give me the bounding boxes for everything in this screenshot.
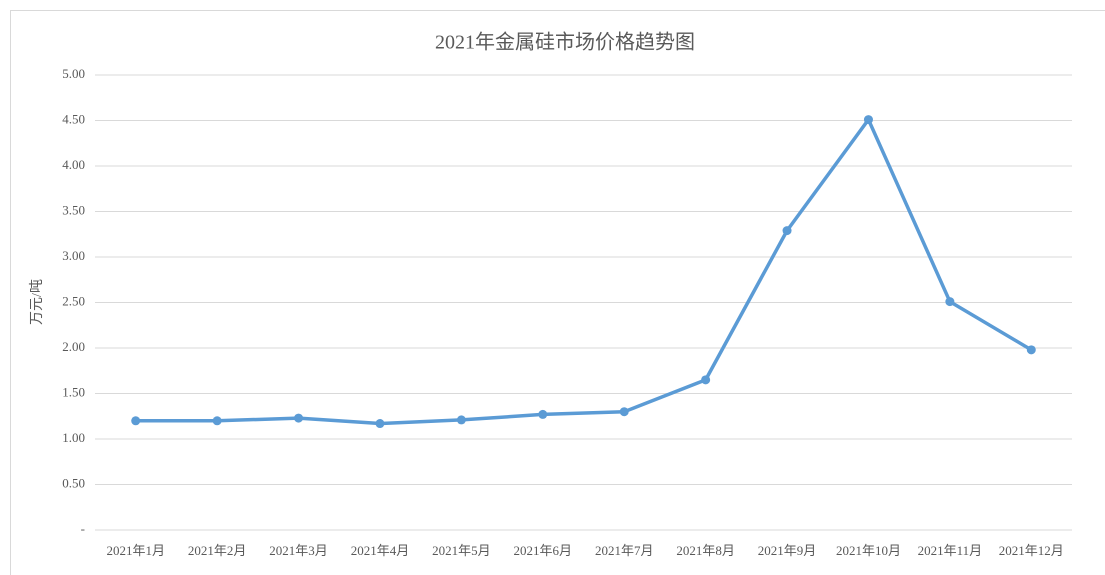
point	[294, 413, 304, 423]
x-tick-label: 2021年10月	[836, 543, 901, 558]
x-tick-label: 2021年8月	[676, 543, 735, 558]
chart-frame	[10, 10, 1105, 575]
y-tick-label: 3.50	[62, 202, 85, 217]
point	[456, 415, 466, 425]
x-tick-label: 2021年12月	[999, 543, 1064, 558]
point	[863, 115, 873, 125]
chart-title: 2021年金属硅市场价格趋势图	[435, 31, 695, 54]
x-tick-label: 2021年5月	[432, 543, 491, 558]
y-tick-label: 4.00	[62, 157, 85, 172]
point	[375, 419, 385, 429]
x-tick-label: 2021年6月	[514, 543, 573, 558]
y-tick-label: 2.50	[62, 293, 85, 308]
x-tick-label: 2021年3月	[269, 543, 328, 558]
x-tick-label: 2021年9月	[758, 543, 817, 558]
y-tick-label: 5.00	[62, 66, 85, 81]
y-tick-label: 2.00	[62, 339, 85, 354]
x-tick-label: 2021年2月	[188, 543, 247, 558]
point	[538, 409, 548, 419]
y-axis-label: 万元/吨	[29, 279, 45, 325]
y-tick-label: 3.00	[62, 248, 85, 263]
y-tick-label: 4.50	[62, 111, 85, 126]
x-tick-label: 2021年4月	[351, 543, 410, 558]
line	[135, 117, 1033, 426]
x-tick-label: 2021年1月	[106, 543, 165, 558]
x-tick-label: 2021年7月	[595, 543, 654, 558]
point	[1026, 345, 1036, 355]
point	[619, 407, 629, 417]
point	[782, 226, 792, 236]
point	[701, 375, 711, 385]
y-tick-label: 1.00	[62, 430, 85, 445]
y-tick-label: 0.50	[62, 475, 85, 490]
y-tick-label: 1.50	[62, 384, 85, 399]
point	[131, 416, 141, 426]
y-tick-label: -	[81, 521, 85, 536]
point	[212, 416, 222, 426]
x-tick-label: 2021年11月	[918, 543, 983, 558]
point	[945, 297, 955, 307]
